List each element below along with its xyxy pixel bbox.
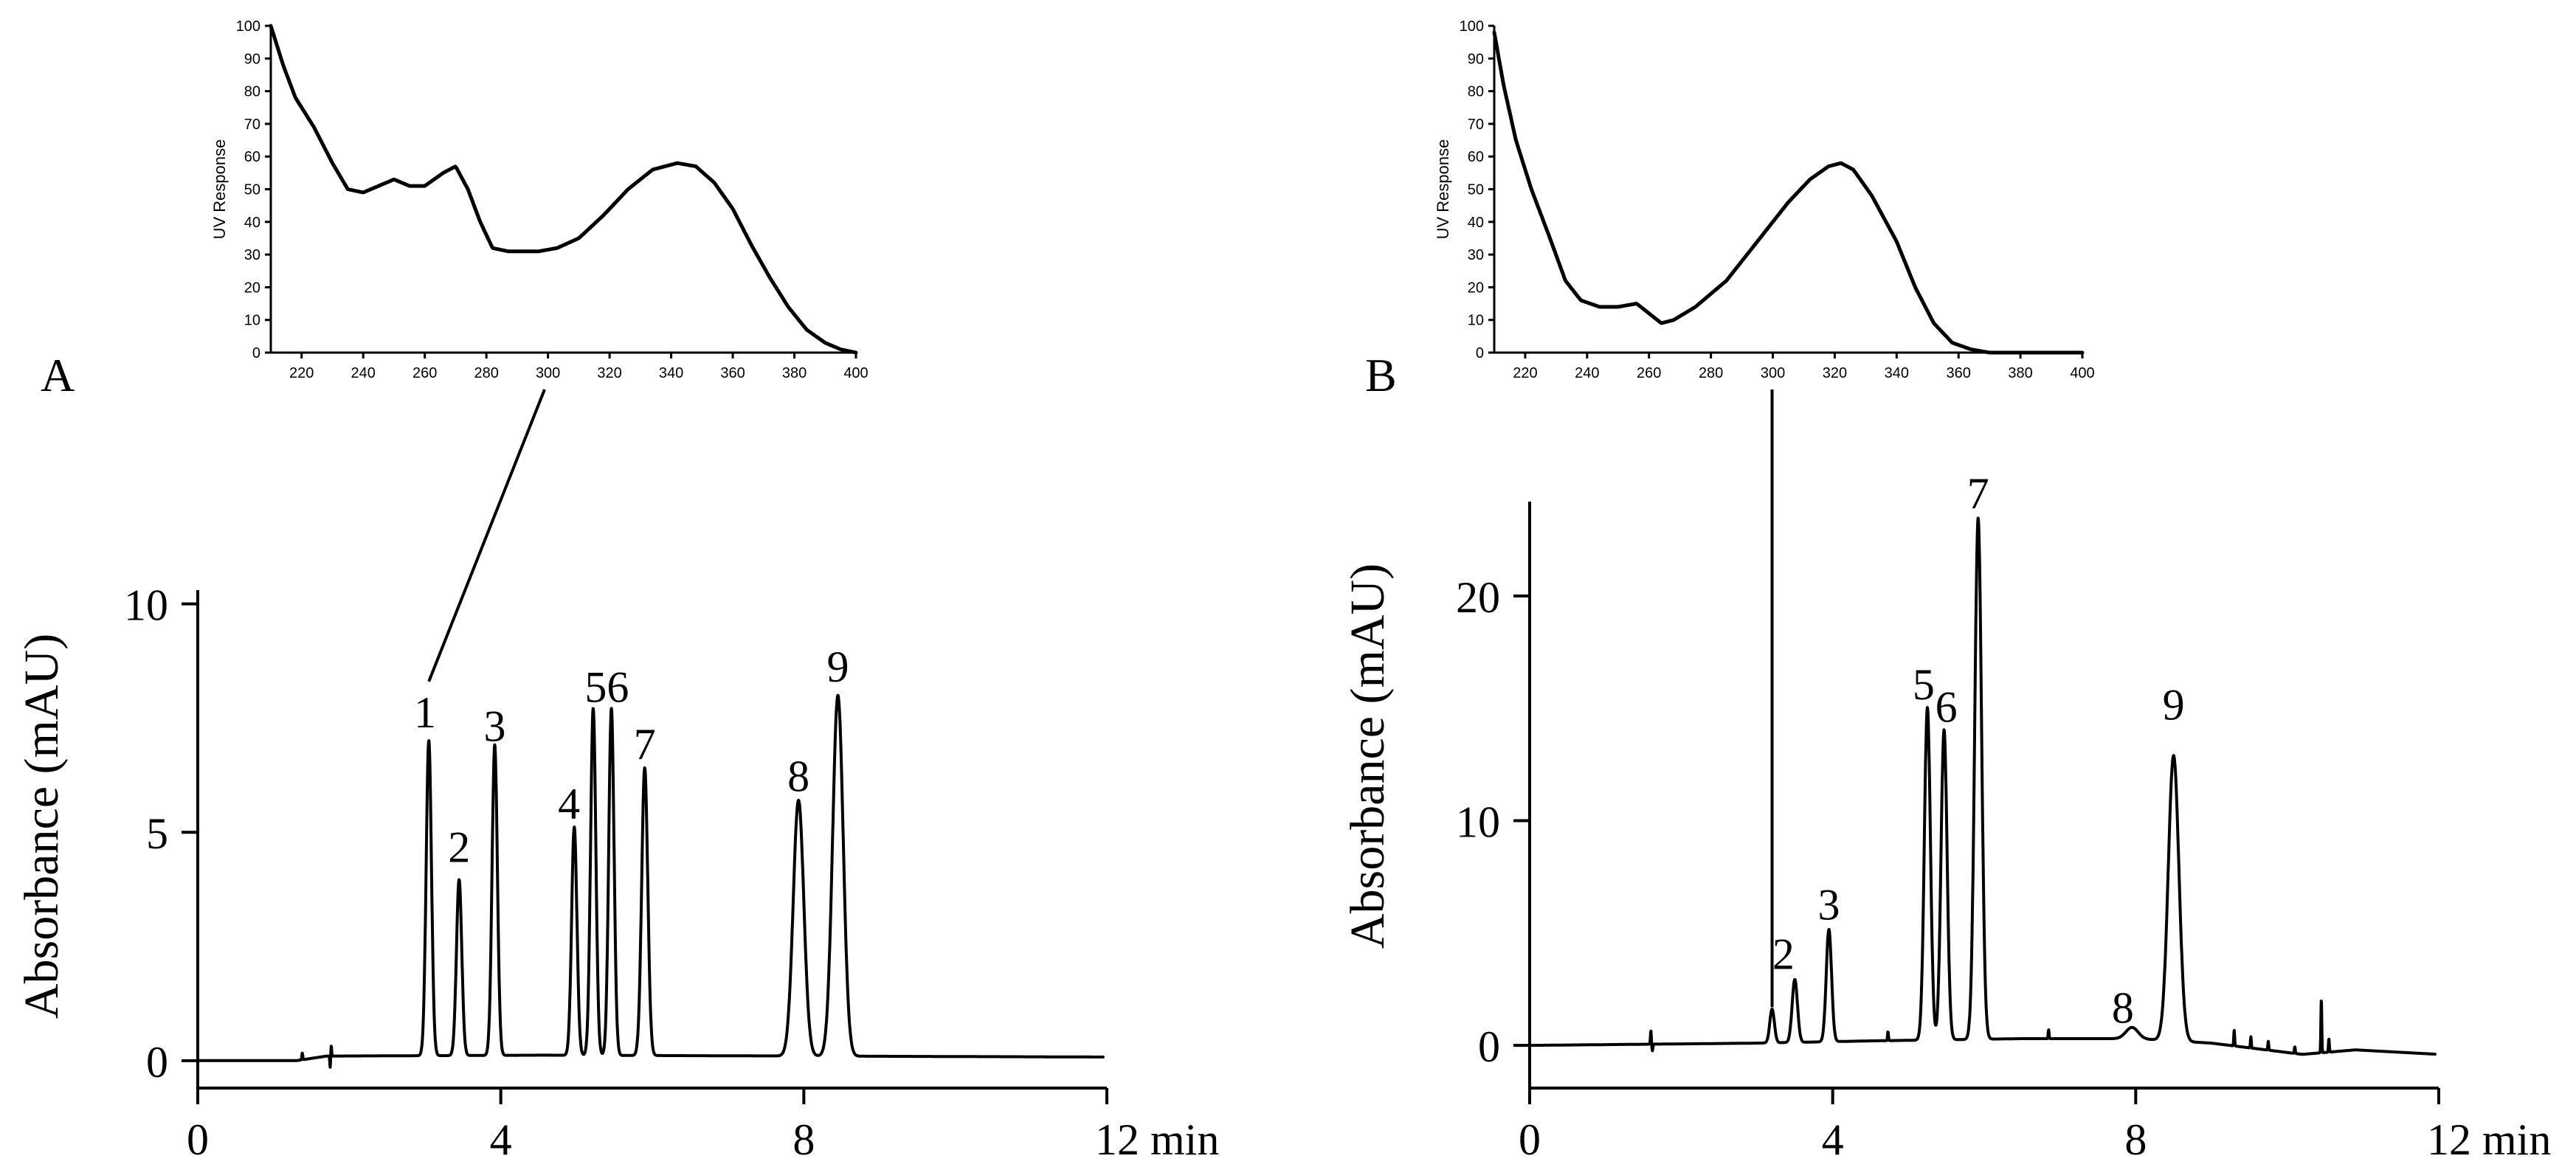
- inset-y-tick-label: 20: [244, 280, 260, 296]
- inset-x-tick-label: 360: [1947, 365, 1971, 381]
- inset-y-tick-label: 0: [252, 345, 260, 361]
- inset-x-tick-label: 380: [2008, 365, 2032, 381]
- y-tick-label: 0: [1478, 1022, 1500, 1071]
- inset-x-tick-label: 360: [720, 365, 745, 381]
- peak-label: 7: [1967, 469, 1989, 518]
- chromatogram-trace: [1528, 516, 2437, 1056]
- inset-y-tick-label: 30: [1468, 247, 1484, 263]
- peak-label: 3: [483, 702, 505, 750]
- peak-label: 2: [448, 823, 470, 871]
- inset-y-tick-label: 40: [244, 215, 260, 231]
- uv-spectrum-line: [269, 24, 858, 355]
- inset-y-tick-label: 90: [1468, 51, 1484, 67]
- inset-x-tick-label: 300: [1761, 365, 1785, 381]
- inset-y-tick-label: 50: [1468, 182, 1484, 198]
- inset-x-tick-label: 220: [1513, 365, 1537, 381]
- inset-y-tick-label: 20: [1468, 280, 1484, 296]
- peak-label: 8: [2112, 984, 2134, 1033]
- panel-label: B: [1365, 349, 1397, 401]
- peak-label: 6: [1936, 683, 1958, 732]
- inset-x-tick-label: 320: [597, 365, 621, 381]
- peak-label: 56: [584, 663, 629, 712]
- x-tick-label: 12 min: [1095, 1115, 1219, 1164]
- x-tick-label: 8: [793, 1115, 815, 1164]
- y-tick-label: 20: [1456, 573, 1500, 622]
- inset-y-tick-label: 40: [1468, 215, 1484, 231]
- panel-label: A: [41, 349, 75, 401]
- inset-x-tick-label: 400: [843, 365, 868, 381]
- peak-label: 8: [787, 752, 809, 800]
- y-axis-label: Absorbance (mAU): [1341, 564, 1395, 949]
- inset-y-tick-label: 10: [244, 313, 260, 329]
- peak-label: 1: [414, 688, 436, 737]
- y-tick-label: 10: [1456, 798, 1500, 847]
- peak-label: 2: [1772, 930, 1795, 979]
- inset-y-tick-label: 30: [244, 247, 260, 263]
- inset-y-tick-label: 60: [1468, 149, 1484, 165]
- inset-y-tick-label: 100: [236, 18, 260, 35]
- y-tick-label: 5: [146, 809, 168, 858]
- inset-y-tick-label: 80: [244, 84, 260, 100]
- x-tick-label: 8: [2124, 1115, 2147, 1164]
- inset-x-tick-label: 240: [1575, 365, 1599, 381]
- inset-x-tick-label: 280: [474, 365, 498, 381]
- uv-spectrum-line: [1492, 30, 2085, 355]
- inset-y-tick-label: 80: [1468, 84, 1484, 100]
- peak-label: 9: [827, 643, 849, 691]
- spectrum-leader-line: [427, 389, 546, 682]
- inset-x-tick-label: 340: [659, 365, 683, 381]
- inset-x-tick-label: 300: [536, 365, 560, 381]
- y-tick-label: 10: [124, 581, 168, 630]
- x-tick-label: 4: [490, 1115, 512, 1164]
- x-tick-label: 0: [1519, 1115, 1541, 1164]
- x-tick-label: 12 min: [2427, 1115, 2551, 1164]
- inset-y-tick-label: 0: [1476, 345, 1484, 361]
- inset-y-tick-label: 70: [1468, 117, 1484, 133]
- inset-y-tick-label: 100: [1460, 18, 1484, 35]
- uv-spectrum-inset: 0 10 20 30 40 50 60 70 80 90 100 220 240 260 280 300 320…: [210, 18, 869, 381]
- inset-x-tick-label: 220: [289, 365, 314, 381]
- peak-8: [2130, 1033, 2133, 1036]
- inset-x-tick-label: 280: [1699, 365, 1723, 381]
- inset-x-tick-label: 400: [2070, 365, 2094, 381]
- y-tick-label: 0: [146, 1038, 168, 1087]
- peak-label: 9: [2163, 680, 2185, 729]
- x-tick-label: 4: [1822, 1115, 1844, 1164]
- chromatogram-trace: [196, 693, 1105, 1069]
- x-tick-label: 0: [187, 1115, 209, 1164]
- peak-label: 5: [1913, 660, 1935, 709]
- inset-x-tick-label: 260: [1637, 365, 1661, 381]
- inset-y-tick-label: 70: [244, 117, 260, 133]
- inset-y-axis-label: UV Response: [210, 139, 229, 240]
- inset-y-tick-label: 90: [244, 51, 260, 67]
- inset-y-tick-label: 10: [1468, 313, 1484, 329]
- inset-x-tick-label: 380: [782, 365, 807, 381]
- inset-x-tick-label: 340: [1885, 365, 1909, 381]
- peak-label: 4: [558, 780, 580, 828]
- y-axis-label: Absorbance (mAU): [15, 634, 69, 1019]
- uv-spectrum-inset: 0 10 20 30 40 50 60 70 80 90 100 220 240 260 280 300 320…: [1434, 18, 2095, 381]
- inset-x-tick-label: 240: [351, 365, 376, 381]
- inset-y-tick-label: 60: [244, 149, 260, 165]
- inset-y-axis-label: UV Response: [1434, 139, 1452, 240]
- inset-y-tick-label: 50: [244, 182, 260, 198]
- inset-x-tick-label: 260: [412, 365, 437, 381]
- inset-x-tick-label: 320: [1823, 365, 1847, 381]
- peak-label: 3: [1818, 881, 1840, 929]
- peak-label: 7: [634, 720, 656, 769]
